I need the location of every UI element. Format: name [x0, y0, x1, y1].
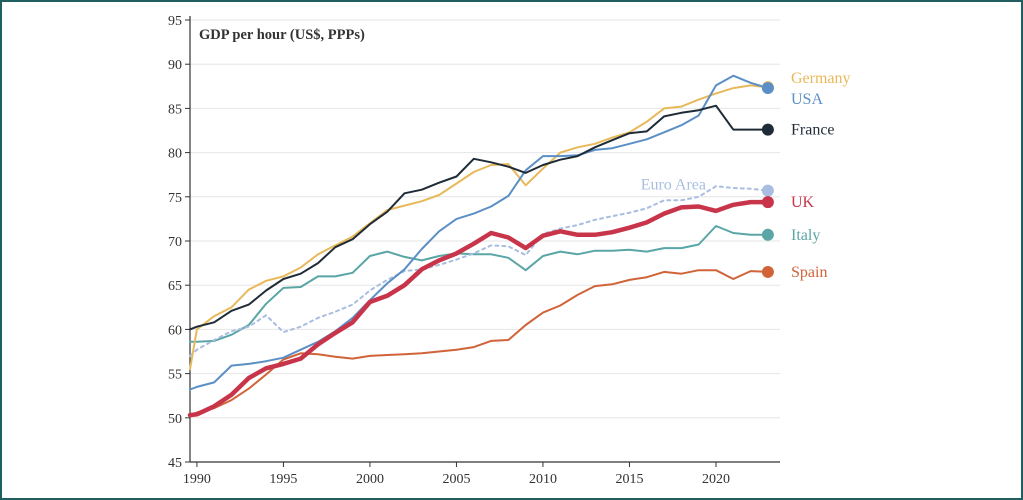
y-tick-labels: 45 50 55 60 65 70 75 80 85 90 95 [168, 14, 190, 471]
y-tick-label: 50 [168, 412, 182, 427]
series-label-france: France [791, 122, 835, 139]
series-label-germany: Germany [791, 70, 851, 87]
y-tick-label: 85 [168, 102, 182, 117]
end-marker-uk [761, 196, 774, 209]
x-tick-label: 2015 [615, 472, 643, 487]
y-tick-label: 70 [168, 235, 182, 250]
series-lines [187, 74, 771, 418]
grid-lines [190, 19, 780, 419]
y-axis-label: GDP per hour (US$, PPPs) [199, 27, 365, 43]
y-tick-label: 45 [168, 456, 182, 471]
x-tick-label: 2000 [356, 472, 384, 487]
series-line-usa [189, 74, 769, 391]
series-line-france [189, 104, 769, 331]
series-line-italy [189, 225, 769, 343]
series-label-usa: USA [791, 91, 823, 108]
series-line-germany [189, 84, 769, 371]
y-tick-label: 80 [168, 147, 182, 162]
series-label-spain: Spain [791, 264, 827, 281]
y-tick-label: 95 [168, 14, 182, 29]
y-tick-label: 55 [168, 368, 182, 383]
end-marker-usa [761, 82, 774, 95]
end-marker-france [761, 123, 774, 136]
series-labels: Germany USA France Euro Area UK Italy Spain [641, 70, 851, 281]
series-label-italy: Italy [791, 227, 820, 244]
x-tick-label: 1995 [269, 472, 297, 487]
series-label-euro-area: Euro Area [641, 177, 706, 194]
x-tick-label: 2020 [702, 472, 730, 487]
series-line-uk [187, 199, 771, 418]
end-markers [761, 81, 774, 278]
x-tick-label: 1990 [183, 472, 211, 487]
end-marker-italy [761, 228, 774, 241]
series-label-uk: UK [791, 194, 815, 211]
x-tick-label: 2005 [442, 472, 470, 487]
x-tick-label: 2010 [529, 472, 557, 487]
end-marker-spain [761, 265, 774, 278]
end-marker-euro-area [761, 184, 774, 197]
y-tick-label: 90 [168, 58, 182, 73]
y-tick-label: 65 [168, 279, 182, 294]
axes [189, 16, 780, 463]
y-tick-label: 60 [168, 323, 182, 338]
x-tick-labels: 1990 1995 2000 2005 2010 2015 2020 [183, 462, 730, 487]
series-line-spain [189, 269, 769, 417]
y-tick-label: 75 [168, 191, 182, 206]
series-line-euro-area [189, 185, 769, 357]
